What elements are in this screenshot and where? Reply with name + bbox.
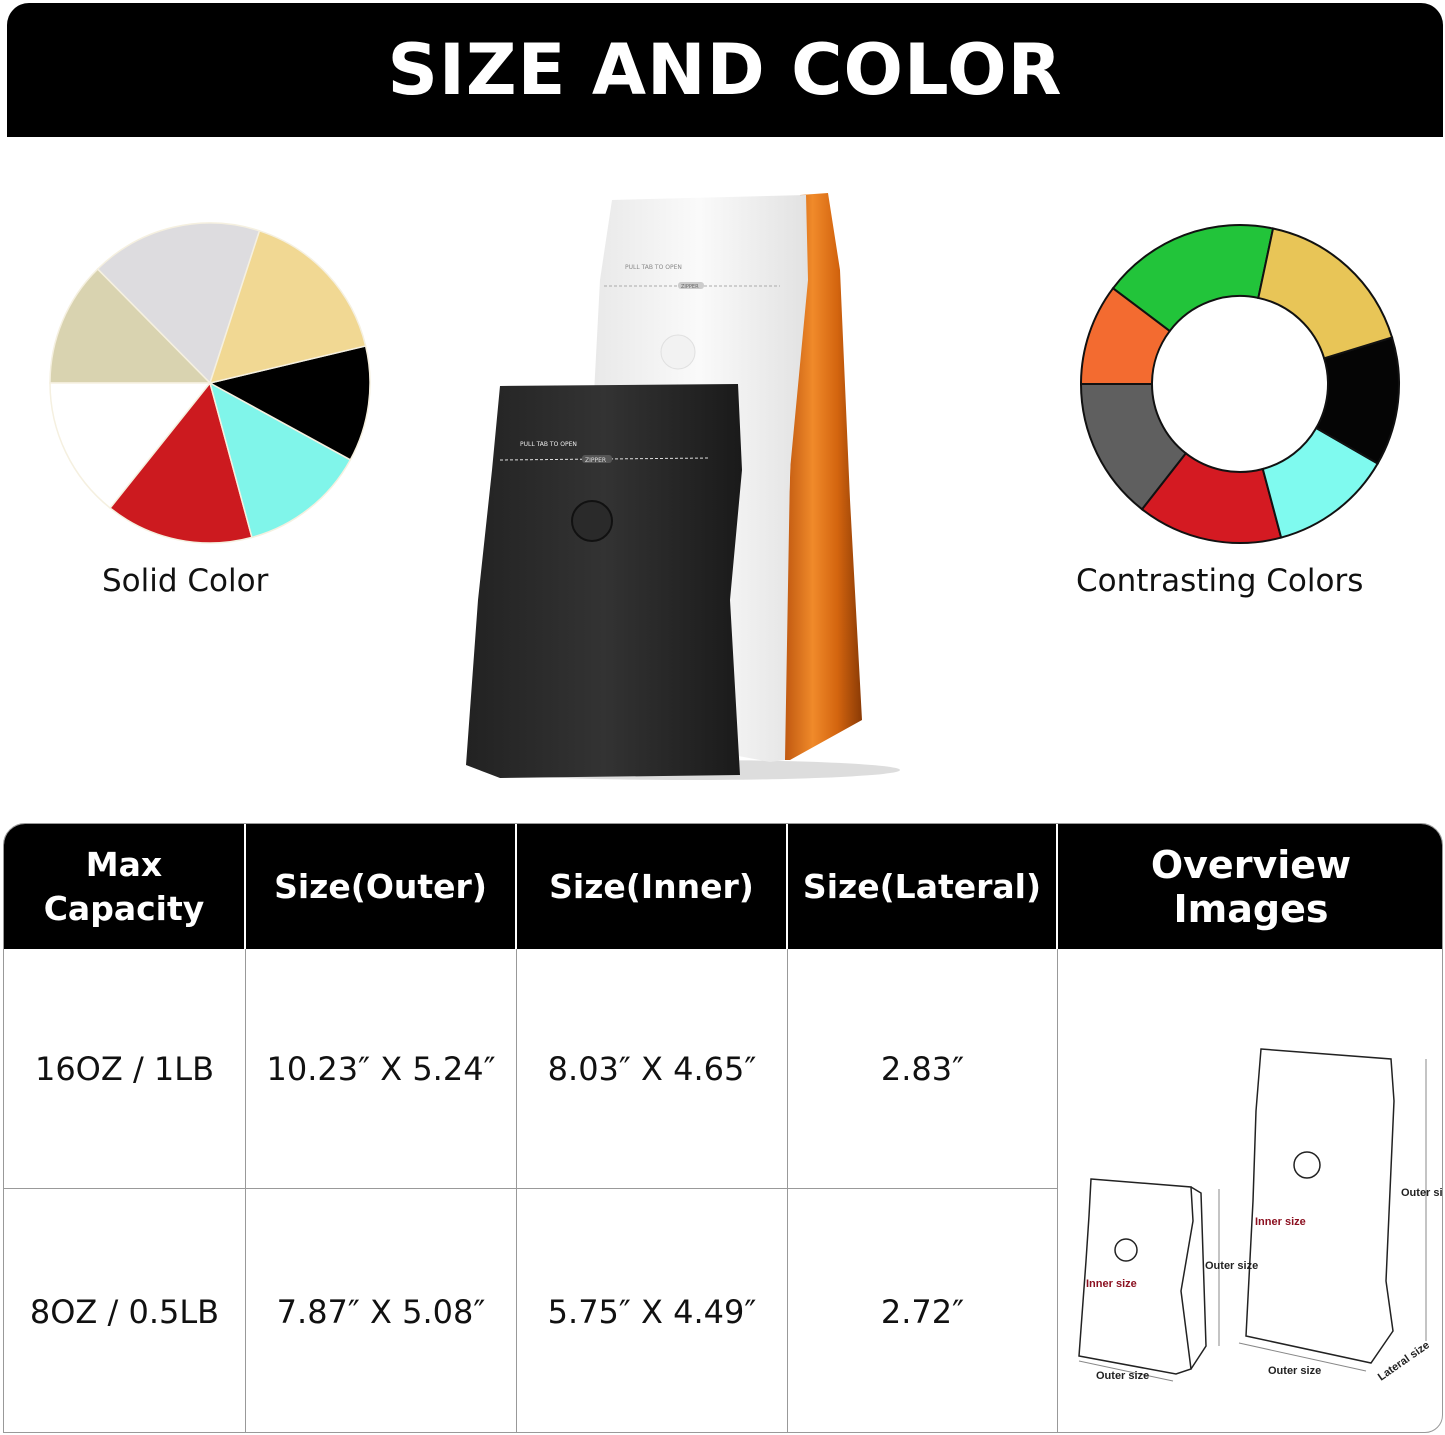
pie-slice (49, 268, 212, 384)
cell-inner: 5.75″ X 4.49″ (517, 1189, 788, 1432)
header-max-capacity: Max Capacity (4, 824, 246, 949)
pie-slice (96, 222, 261, 385)
cell-lateral: 2.83″ (788, 949, 1058, 1189)
inner-size-label: Inner size (1255, 1216, 1306, 1228)
pie-slice (109, 381, 253, 544)
title-banner: SIZE AND COLOR (7, 3, 1443, 137)
lateral-size-label: Lateral size (1376, 1339, 1432, 1383)
solid-color-pie (49, 222, 371, 544)
donut-segment (1257, 227, 1394, 360)
outer-size-label: Outer size (1268, 1365, 1321, 1377)
pull-tab-text: PULL TAB TO OPEN (625, 264, 682, 271)
page-title: SIZE AND COLOR (387, 29, 1063, 111)
contrasting-colors-donut (1079, 224, 1400, 544)
pie-slice (49, 382, 212, 510)
contrasting-colors-label: Contrasting Colors (1076, 563, 1364, 599)
cell-inner: 8.03″ X 4.65″ (517, 949, 788, 1189)
outer-size-label: Outer size (1401, 1187, 1443, 1199)
black-bag (466, 384, 742, 778)
pie-slice (207, 345, 371, 461)
cell-outer: 7.87″ X 5.08″ (246, 1189, 517, 1432)
cell-lateral: 2.72″ (788, 1189, 1058, 1432)
outer-size-label: Outer size (1096, 1370, 1149, 1382)
cell-capacity: 16OZ / 1LB (4, 949, 246, 1189)
pie-slice (208, 381, 352, 539)
zipper-text-black: ZIPPER (585, 457, 606, 464)
overview-diagram: Inner size Inner size Outer size Outer s… (1078, 1048, 1443, 1383)
header-size-lateral: Size(Lateral) (788, 824, 1058, 949)
cell-outer: 10.23″ X 5.24″ (246, 949, 517, 1189)
inner-size-label: Inner size (1086, 1278, 1137, 1290)
outer-size-label: Outer size (1205, 1260, 1258, 1272)
coffee-bags-photo: PULL TAB TO OPEN ZIPPER PULL TAB TO OPEN… (466, 193, 900, 780)
zipper-text: ZIPPER (681, 284, 699, 290)
header-size-outer: Size(Outer) (246, 824, 517, 949)
pie-slice (208, 229, 367, 385)
table-header-row: Max Capacity Size(Outer) Size(Inner) Siz… (4, 824, 1442, 949)
header-overview-images: Overview Images (1150, 842, 1352, 931)
pull-tab-text-black: PULL TAB TO OPEN (520, 441, 577, 448)
header-size-inner: Size(Inner) (517, 824, 788, 949)
donut-segment (1111, 224, 1275, 333)
cell-capacity: 8OZ / 0.5LB (4, 1189, 246, 1432)
size-table: Max Capacity Size(Outer) Size(Inner) Siz… (3, 823, 1443, 1433)
solid-color-label: Solid Color (102, 563, 269, 599)
